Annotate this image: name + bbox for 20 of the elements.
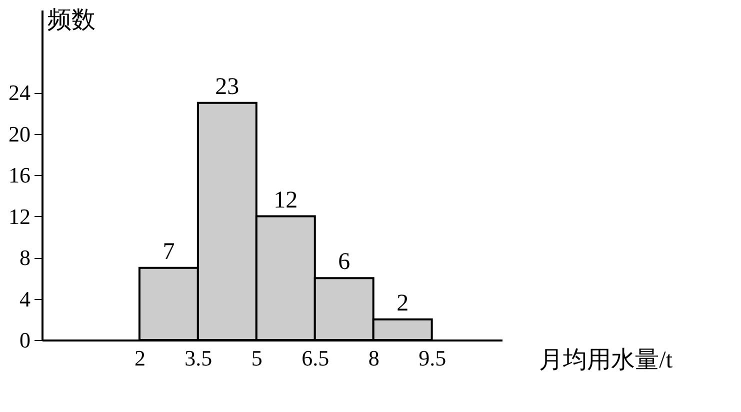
y-tick-label: 12 — [8, 204, 30, 229]
data-label: 6 — [338, 249, 350, 276]
y-axis-title: 频数 — [48, 8, 96, 34]
x-axis-title: 月均用水量/t — [539, 348, 673, 374]
x-tick-label: 2 — [134, 346, 146, 370]
data-label: 2 — [396, 290, 409, 316]
y-tick-label: 24 — [8, 80, 30, 105]
x-tick-label: 9.5 — [418, 346, 446, 370]
x-tick-label: 5 — [251, 346, 262, 370]
y-tick-label: 4 — [20, 286, 30, 312]
data-label: 7 — [162, 238, 175, 265]
data-label: 23 — [215, 74, 240, 100]
data-label: 12 — [274, 187, 298, 214]
y-tick-label: 16 — [8, 162, 30, 188]
y-tick-label: 0 — [20, 328, 30, 352]
y-tick-label: 20 — [8, 121, 30, 146]
x-tick-label: 8 — [368, 346, 380, 370]
x-tick-label: 3.5 — [184, 346, 212, 370]
y-tick-label: 8 — [20, 245, 30, 270]
x-tick-label: 6.5 — [302, 346, 330, 370]
